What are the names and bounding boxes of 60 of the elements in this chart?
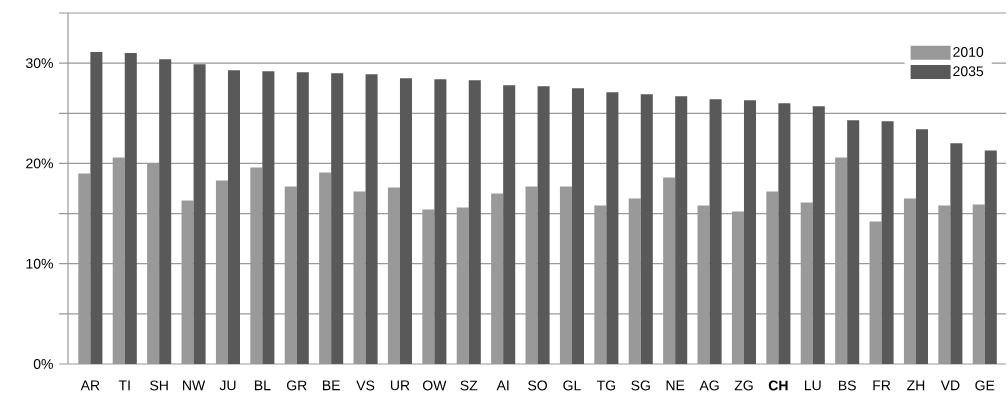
x-tick-label: ZH — [907, 380, 925, 391]
bar — [915, 129, 929, 364]
bar — [124, 53, 137, 364]
x-tick-label: SH — [150, 380, 168, 391]
x-tick-label: NE — [666, 380, 685, 391]
bar — [296, 72, 309, 364]
x-tick-label: GE — [975, 380, 995, 391]
bar — [503, 85, 516, 364]
x-tick-label: CH — [768, 380, 788, 391]
x-tick-label: VD — [940, 380, 960, 391]
bar — [90, 52, 103, 364]
bar — [778, 103, 791, 364]
bar — [812, 106, 825, 364]
bar — [984, 150, 997, 364]
x-tick-label: AG — [699, 380, 719, 391]
x-tick-label: BS — [838, 380, 856, 391]
x-tick-label: BL — [254, 380, 271, 391]
x-tick-label: TI — [118, 380, 130, 391]
bar — [331, 73, 344, 364]
bar — [399, 78, 412, 364]
bar — [159, 59, 172, 364]
y-tick-label: 30% — [25, 58, 53, 69]
bar — [743, 100, 757, 364]
x-tick-label: NW — [183, 380, 206, 391]
x-tick-label: BE — [322, 380, 340, 391]
x-tick-label: ZG — [734, 380, 753, 391]
x-tick-label: GR — [286, 380, 307, 391]
x-tick-label: SO — [528, 380, 548, 391]
x-tick-label: SZ — [460, 380, 478, 391]
bar — [468, 80, 481, 364]
y-tick-label: 20% — [26, 158, 53, 169]
y-tick-label: 0% — [33, 359, 53, 369]
bar — [537, 86, 550, 364]
bar — [193, 64, 206, 364]
x-tick-label: AR — [80, 380, 100, 391]
x-tick-label: LU — [804, 380, 821, 391]
x-tick-label: TG — [596, 380, 616, 391]
bar — [227, 70, 240, 364]
x-tick-label: VS — [356, 380, 375, 391]
bar — [709, 99, 722, 364]
legend-label: 2010 — [953, 47, 984, 57]
bar — [365, 74, 378, 364]
x-tick-label: FR — [873, 380, 891, 391]
x-tick-label: UR — [390, 380, 410, 391]
legend-label: 2035 — [953, 66, 984, 77]
bar — [262, 71, 275, 364]
x-tick-label: SG — [631, 380, 650, 391]
x-tick-label: GL — [563, 380, 581, 391]
x-tick-label: JU — [219, 380, 236, 391]
bar — [606, 92, 619, 364]
bar — [640, 94, 653, 364]
x-tick-label: OW — [422, 380, 447, 391]
bar — [571, 88, 585, 364]
x-tick-label: AI — [496, 380, 509, 391]
bar — [434, 79, 447, 364]
y-tick-label: 10% — [26, 258, 53, 269]
bar — [675, 96, 688, 364]
bar — [847, 120, 860, 364]
bar — [950, 143, 963, 364]
bar — [881, 121, 894, 364]
